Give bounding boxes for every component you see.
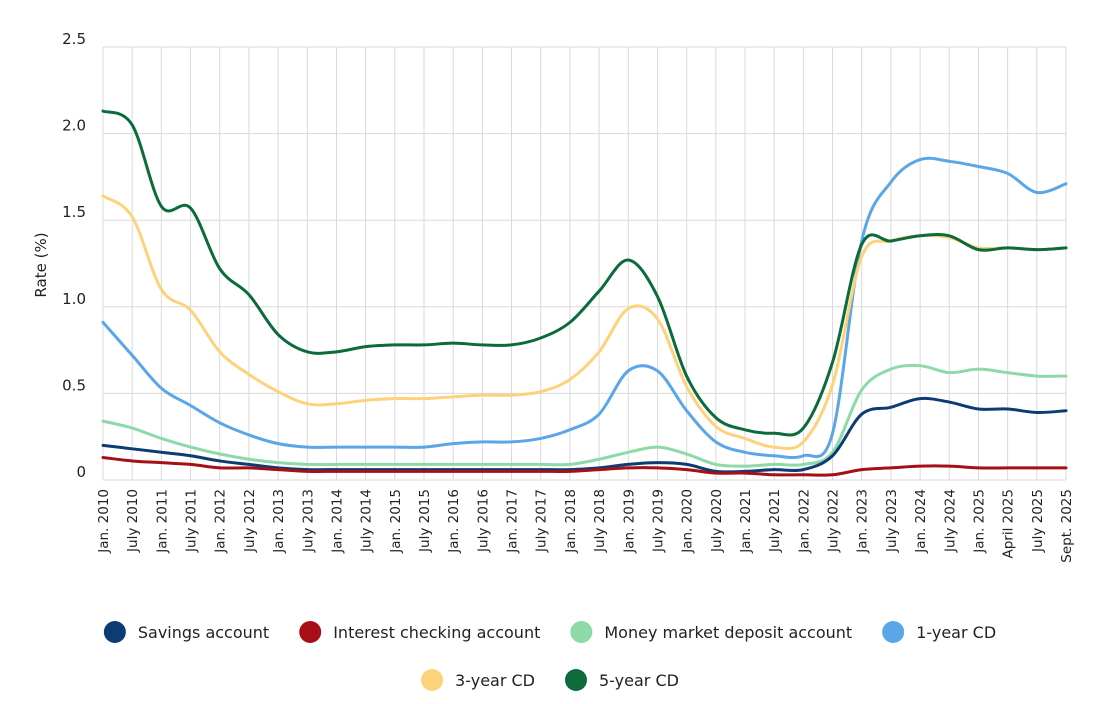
series-line-3-year-cd	[101, 194, 1068, 451]
x-tick-label: July 2021	[767, 489, 783, 553]
y-tick-label: 0	[76, 463, 86, 481]
legend-swatch-savings-account	[103, 621, 126, 643]
x-tick-label: April 2025	[1001, 489, 1017, 559]
legend: Savings account Interest checking account…	[103, 621, 996, 691]
x-tick-label: July 2016	[475, 489, 491, 553]
legend-label-savings-account: Savings account	[138, 623, 269, 642]
series-layer	[101, 109, 1068, 477]
x-tick-label: July 2024	[942, 489, 958, 553]
x-tick-label: Jan. 2012	[213, 489, 229, 554]
x-tick-label: July 2018	[592, 489, 608, 553]
x-tick-label: July 2015	[417, 489, 433, 553]
series-line-1-year-cd	[101, 156, 1068, 460]
x-tick-label: Jan. 2019	[621, 489, 637, 554]
x-tick-label: Sept. 2025	[1059, 489, 1075, 563]
grid-layer	[102, 46, 1067, 481]
x-tick-label: Jan. 2010	[96, 489, 112, 554]
x-tick-label: July 2019	[650, 489, 666, 553]
x-tick-label: Jan. 2018	[563, 489, 579, 554]
legend-swatch-5-year-cd	[565, 669, 587, 691]
series-line-savings-account	[101, 396, 1068, 474]
legend-label-5-year-cd: 5-year CD	[599, 671, 679, 690]
x-tick-label: July 2011	[184, 489, 200, 553]
series-line-money-market-deposit-account	[101, 363, 1068, 468]
legend-swatch-interest-checking-account	[299, 621, 322, 643]
legend-label-interest-checking-account: Interest checking account	[333, 623, 540, 642]
legend-swatch-1-year-cd	[882, 621, 905, 643]
x-tick-label: July 2020	[709, 489, 725, 553]
x-tick-label: Jan. 2021	[738, 489, 754, 554]
y-tick-label: 1.0	[62, 290, 86, 308]
y-tick-label: 2.5	[62, 30, 86, 48]
y-tick-label: 1.5	[62, 203, 86, 221]
x-tick-label: July 2014	[359, 489, 375, 553]
x-tick-label: July 2022	[826, 489, 842, 553]
x-tick-label: Jan. 2015	[388, 489, 404, 554]
x-tick-label: July 2017	[534, 489, 550, 553]
x-tick-label: July 2025	[1030, 489, 1046, 553]
x-tick-label: July 2013	[300, 489, 316, 553]
x-tick-label: July 2010	[125, 489, 141, 553]
x-axis-ticks: Jan. 2010 July 2010 Jan. 2011 July 2011 Jan.…	[96, 489, 1075, 563]
x-tick-label: Jan. 2017	[505, 489, 521, 554]
series-line-5-year-cd	[101, 109, 1068, 437]
x-tick-label: Jan. 2020	[680, 489, 696, 554]
legend-label-money-market-deposit-account: Money market deposit account	[604, 623, 852, 642]
x-tick-label: July 2012	[242, 489, 258, 553]
x-tick-label: Jan. 2013	[271, 489, 287, 554]
x-tick-label: Jan. 2016	[446, 489, 462, 554]
x-tick-label: Jan. 2025	[971, 489, 987, 554]
y-tick-label: 2.0	[62, 117, 86, 135]
legend-swatch-money-market-deposit-account	[570, 621, 593, 643]
x-tick-label: Jan. 2024	[913, 489, 929, 554]
y-axis-ticks: 0 0.5 1.0 1.5 2.0 2.5	[62, 30, 86, 481]
x-tick-label: Jan. 2011	[154, 489, 170, 554]
x-tick-label: Jan. 2014	[329, 489, 345, 554]
legend-label-1-year-cd: 1-year CD	[916, 623, 996, 642]
y-axis-label: Rate (%)	[32, 232, 50, 297]
legend-label-3-year-cd: 3-year CD	[455, 671, 535, 690]
x-tick-label: Jan. 2022	[796, 489, 812, 554]
legend-swatch-3-year-cd	[421, 669, 444, 691]
y-tick-label: 0.5	[62, 376, 86, 394]
series-line-interest-checking-account	[101, 455, 1068, 477]
x-tick-label: July 2023	[884, 489, 900, 553]
x-tick-label: Jan. 2023	[855, 489, 871, 554]
